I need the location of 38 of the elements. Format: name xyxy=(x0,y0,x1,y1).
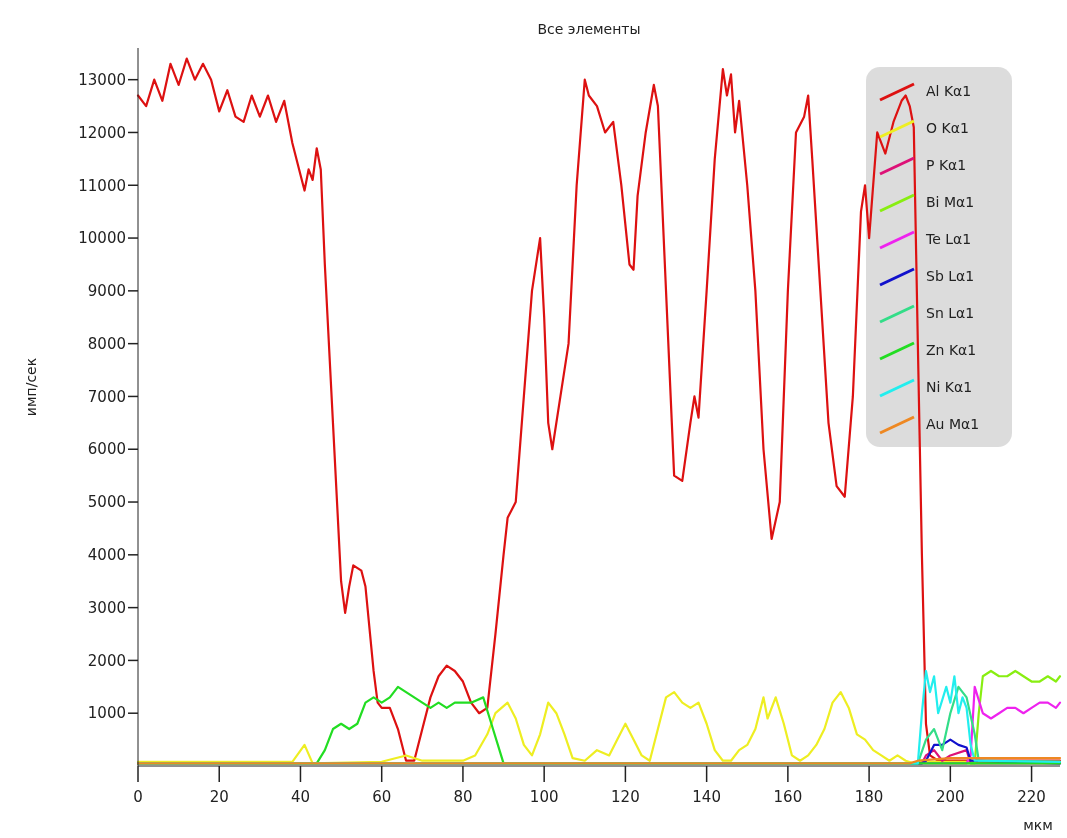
y-tick-label: 2000 xyxy=(87,651,126,670)
y-tick-label: 11000 xyxy=(78,176,126,195)
legend-label: Sn Lα1 xyxy=(926,304,975,321)
legend-label: P Kα1 xyxy=(926,156,967,173)
y-tick-label: 10000 xyxy=(78,229,126,248)
legend-label: Sb Lα1 xyxy=(926,267,975,284)
x-tick-label: 60 xyxy=(372,788,392,806)
x-tick-label: 40 xyxy=(290,788,311,806)
chart-title: Все элементы xyxy=(537,21,641,37)
legend-label: Bi Mα1 xyxy=(926,193,975,210)
x-axis-title: мкм xyxy=(1023,817,1053,833)
y-tick-label: 6000 xyxy=(87,440,126,459)
x-tick-label: 120 xyxy=(611,788,640,806)
legend-label: Ni Kα1 xyxy=(926,378,973,395)
x-tick-label: 180 xyxy=(854,788,884,806)
y-tick-label: 4000 xyxy=(87,546,126,565)
y-tick-label: 7000 xyxy=(87,387,126,406)
x-tick-label: 140 xyxy=(692,788,721,806)
y-axis-title: имп/сек xyxy=(23,357,39,417)
x-tick-label: 80 xyxy=(453,788,473,806)
y-tick-label: 5000 xyxy=(87,493,126,512)
legend-label: Au Mα1 xyxy=(926,415,980,432)
x-tick-label: 200 xyxy=(936,788,965,806)
x-tick-label: 100 xyxy=(529,788,559,806)
y-tick-label: 1000 xyxy=(87,704,126,723)
y-tick-label: 3000 xyxy=(87,598,126,617)
legend-label: O Kα1 xyxy=(926,119,969,136)
legend-label: Zn Kα1 xyxy=(926,341,977,358)
legend-label: Al Kα1 xyxy=(926,82,972,99)
x-tick-label: 20 xyxy=(209,788,229,806)
x-tick-label: 160 xyxy=(773,788,803,806)
y-tick-label: 12000 xyxy=(78,123,126,142)
y-tick-label: 13000 xyxy=(78,70,126,89)
y-tick-label: 9000 xyxy=(87,282,126,301)
y-tick-label: 8000 xyxy=(87,334,126,353)
x-tick-label: 0 xyxy=(133,788,143,806)
legend-label: Te Lα1 xyxy=(925,230,972,247)
x-tick-label: 220 xyxy=(1017,788,1046,806)
